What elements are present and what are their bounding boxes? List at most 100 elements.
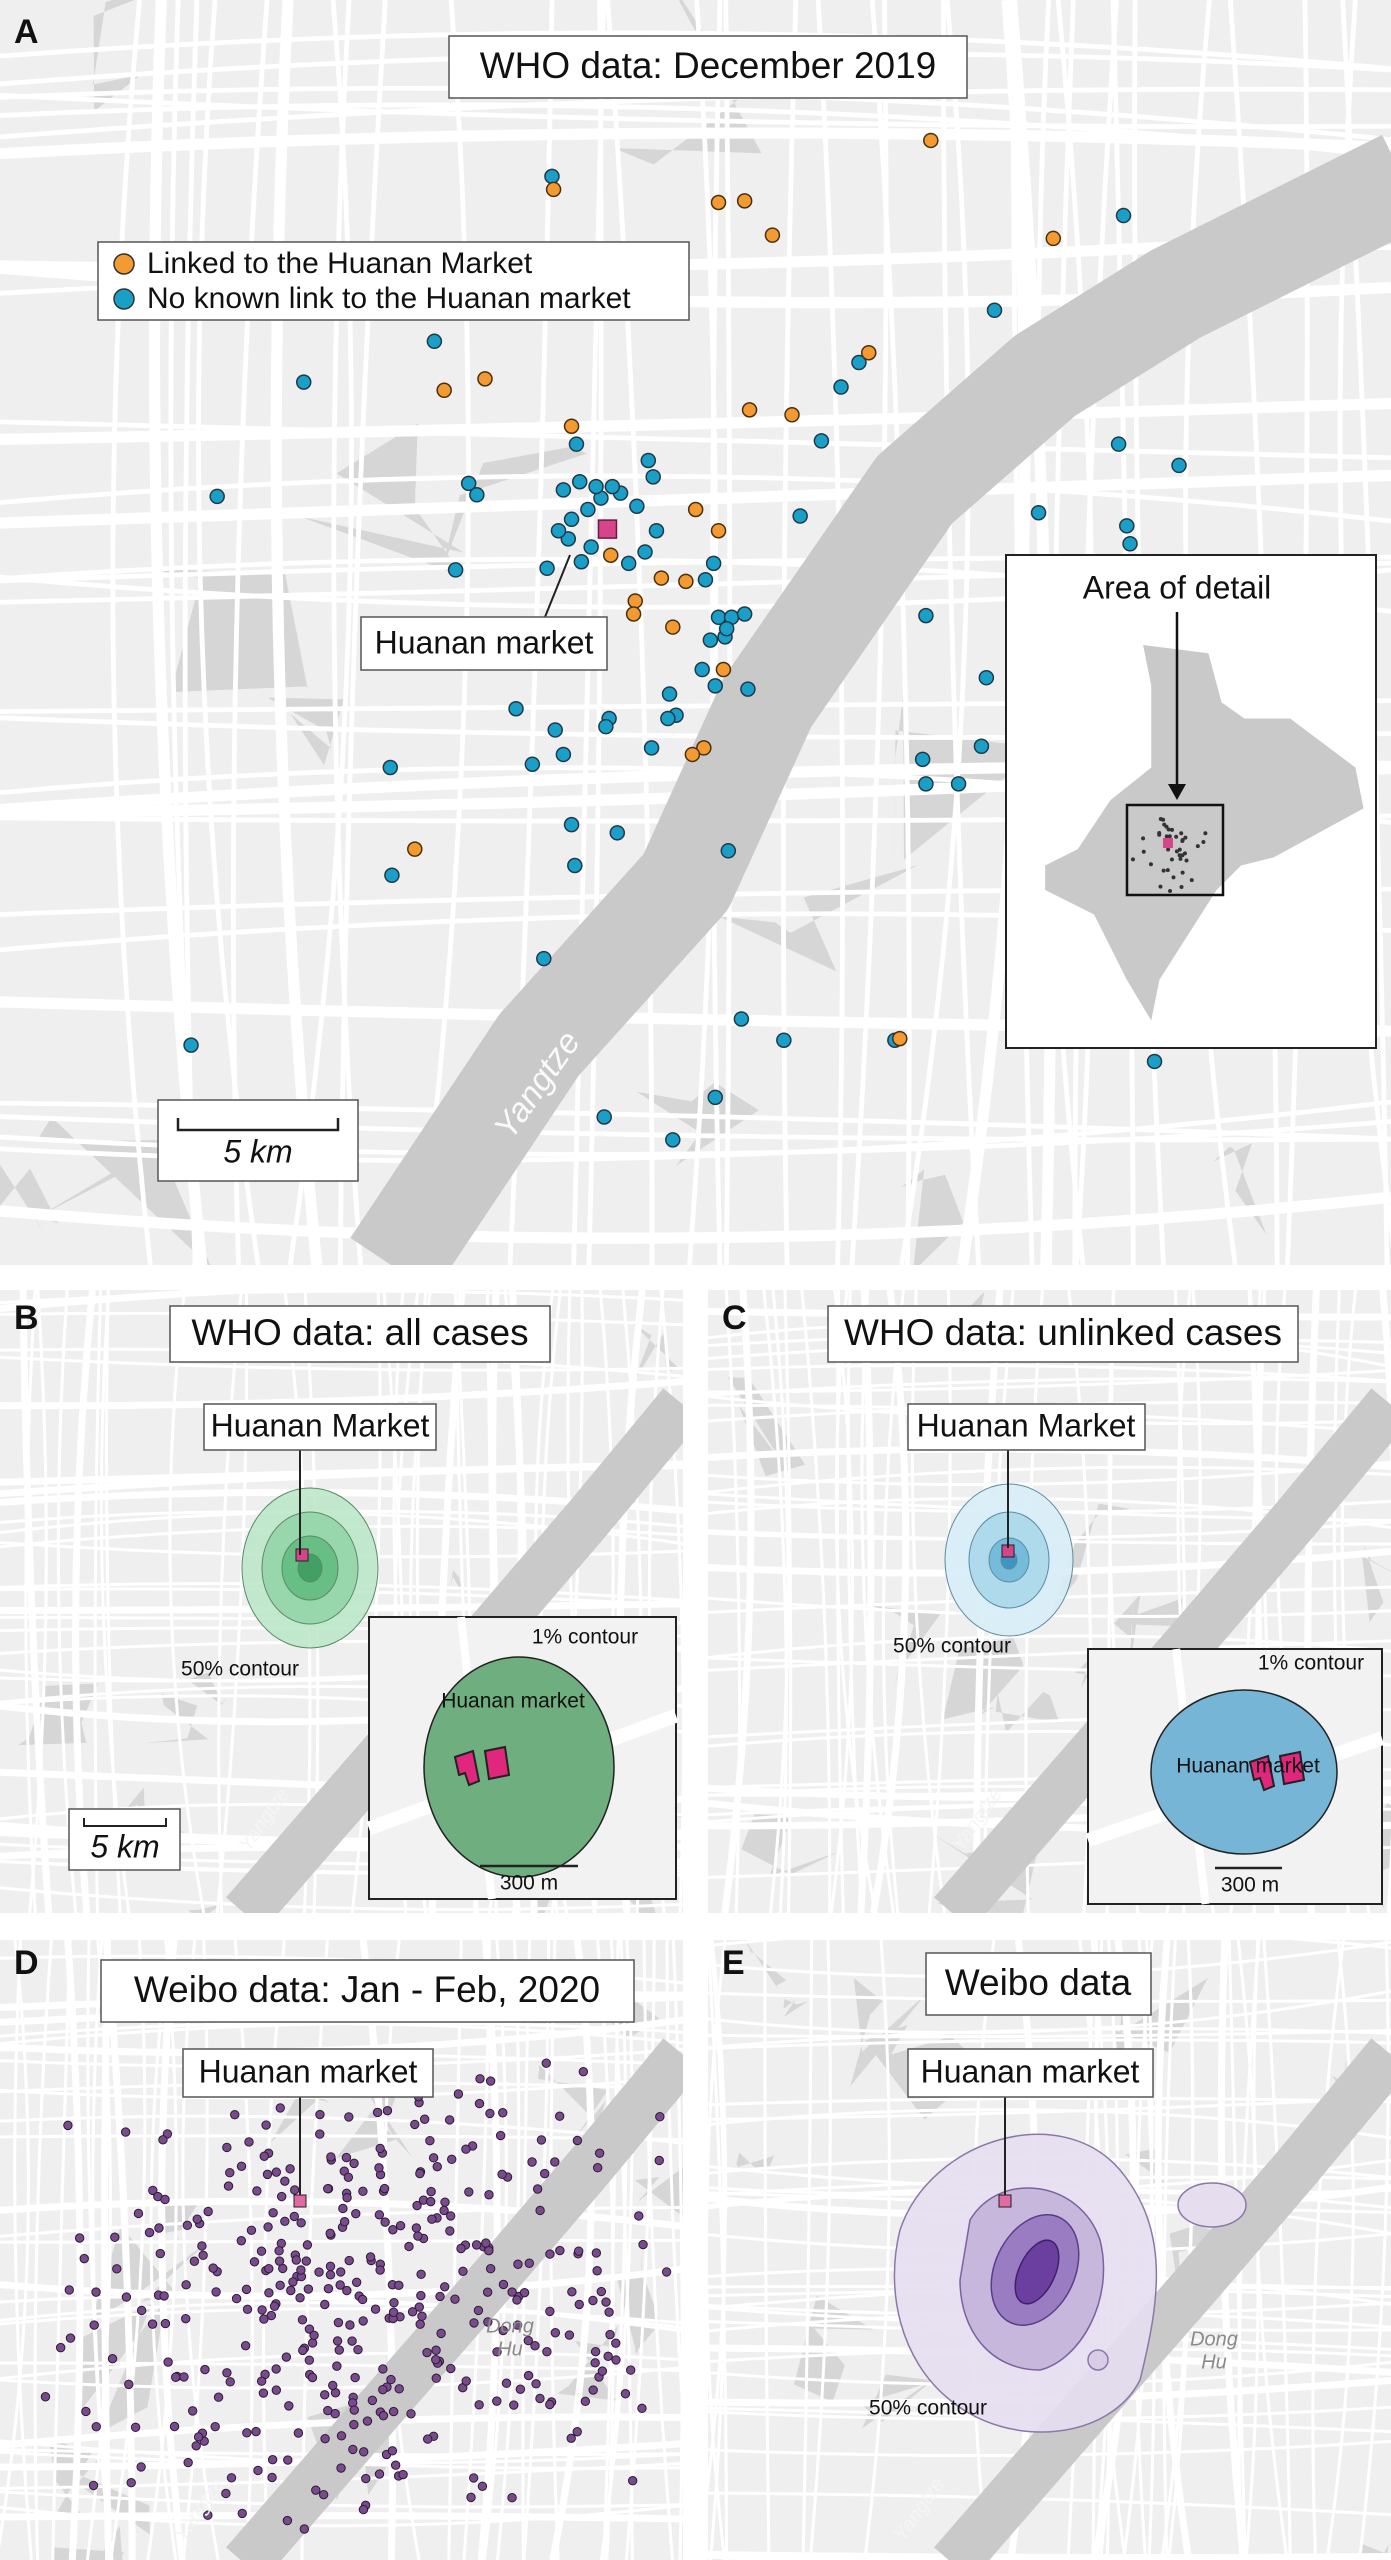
weibo-point — [484, 2190, 494, 2200]
weibo-point — [417, 2311, 427, 2321]
case-point — [563, 418, 580, 434]
road — [0, 1886, 683, 1911]
weibo-point — [296, 2265, 306, 2275]
weibo-point — [398, 2469, 408, 2480]
weibo-point — [512, 2320, 523, 2330]
weibo-point — [257, 2305, 267, 2315]
weibo-point — [395, 2220, 406, 2231]
weibo-point — [181, 2313, 191, 2324]
weibo-point — [390, 2460, 401, 2470]
weibo-point — [293, 2428, 304, 2438]
road — [708, 1460, 1391, 1487]
weibo-point — [163, 2357, 173, 2367]
inset-contour-label: 1% contour — [1258, 1652, 1364, 1675]
weibo-point — [271, 2385, 282, 2395]
inset-map — [1085, 1648, 1385, 1905]
case-point — [1122, 536, 1138, 552]
road — [0, 1355, 683, 1372]
inset-scale-label: 300 m — [500, 1872, 558, 1895]
weibo-point — [388, 2307, 399, 2317]
weibo-point — [339, 2217, 350, 2227]
weibo-point — [501, 2378, 512, 2388]
weibo-point — [375, 2143, 385, 2154]
contour-label: 50% contour — [869, 2397, 987, 2420]
weibo-point — [332, 2361, 342, 2371]
weibo-point — [435, 2291, 445, 2302]
market-building — [1278, 1750, 1306, 1786]
weibo-point — [550, 2157, 560, 2167]
case-point — [609, 825, 626, 841]
weibo-point — [358, 2316, 368, 2326]
road — [1325, 1940, 1355, 2560]
scale-box — [68, 1808, 181, 1871]
weibo-point — [431, 2354, 441, 2365]
road — [708, 2027, 1391, 2049]
weibo-point — [404, 2241, 414, 2252]
case-point — [545, 181, 562, 198]
scale-label: 5 km — [223, 1133, 292, 1169]
weibo-point — [572, 2427, 582, 2437]
case-point — [183, 1037, 199, 1053]
case-point — [555, 482, 572, 498]
case-point — [571, 473, 588, 490]
road — [927, 1290, 952, 1913]
weibo-point — [130, 2422, 141, 2433]
weibo-point — [274, 2246, 284, 2256]
weibo-point — [497, 2169, 507, 2180]
case-point — [665, 1132, 681, 1148]
weibo-point — [530, 2341, 540, 2351]
weibo-point — [231, 2293, 242, 2304]
weibo-point — [422, 2434, 433, 2444]
case-point — [914, 751, 931, 768]
case-point — [792, 508, 808, 524]
road — [181, 1940, 209, 2560]
district-label: Dong — [486, 2315, 534, 2337]
weibo-point — [620, 2389, 631, 2399]
green-area — [77, 2299, 166, 2433]
green-area — [1052, 1503, 1131, 1612]
road — [708, 2108, 1391, 2140]
case-point — [684, 746, 701, 763]
label-box — [907, 1403, 1146, 1451]
weibo-point — [197, 2241, 207, 2251]
weibo-point — [213, 2392, 224, 2402]
weibo-point — [378, 2410, 389, 2421]
weibo-point — [447, 2154, 457, 2165]
case-dot — [1168, 889, 1173, 894]
weibo-point — [91, 2421, 101, 2432]
weibo-point — [592, 2266, 602, 2276]
road — [1262, 1940, 1292, 2560]
road — [0, 2238, 683, 2244]
road — [337, 0, 388, 1265]
weibo-point — [121, 2292, 132, 2302]
weibo-point — [353, 2344, 363, 2355]
weibo-point — [124, 2379, 134, 2390]
weibo-point — [367, 2395, 378, 2406]
road — [710, 0, 723, 1265]
legend-entry: No known link to the Huanan market — [147, 282, 631, 315]
title-box — [827, 1305, 1299, 1363]
weibo-point — [541, 2058, 551, 2068]
weibo-point — [498, 2325, 508, 2336]
case-dot — [1169, 857, 1174, 862]
weibo-point — [374, 2210, 385, 2220]
weibo-point — [191, 2441, 201, 2451]
case-point — [560, 531, 577, 547]
case-dot — [1141, 849, 1146, 854]
weibo-point — [445, 2211, 456, 2221]
weibo-point — [210, 2422, 220, 2432]
weibo-point — [375, 2265, 385, 2275]
panel-letter: C — [722, 1299, 747, 1337]
weibo-point — [126, 2478, 136, 2488]
case-point — [563, 511, 580, 528]
road — [0, 1940, 30, 2548]
weibo-point — [427, 2214, 437, 2224]
weibo-point — [326, 2152, 336, 2162]
road — [359, 1940, 397, 2560]
weibo-point — [535, 2393, 545, 2404]
market-label: Huanan market — [375, 624, 594, 660]
road — [85, 1940, 113, 2560]
weibo-point — [594, 2148, 605, 2158]
market-label: Huanan Market — [211, 1407, 430, 1443]
weibo-point — [519, 2287, 530, 2298]
